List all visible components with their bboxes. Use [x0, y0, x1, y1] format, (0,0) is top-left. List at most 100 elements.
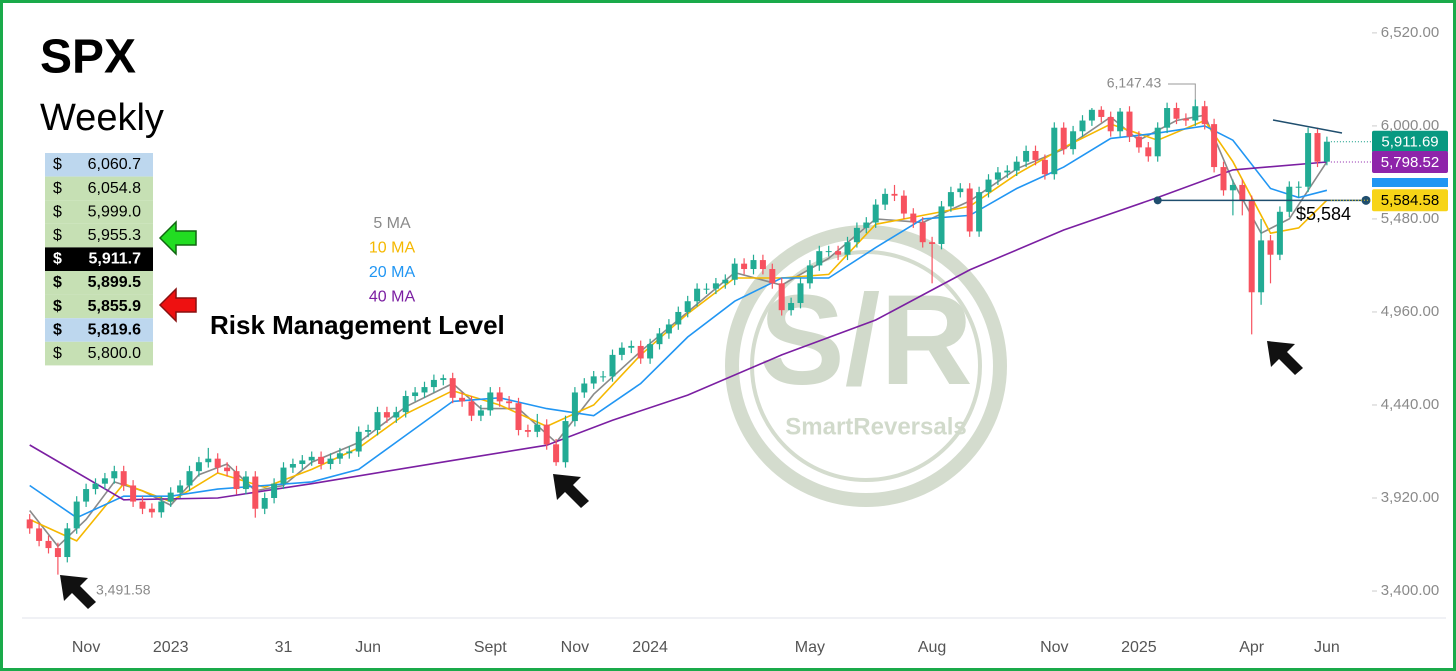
candle-body [1060, 127, 1067, 150]
candle-body [1220, 167, 1227, 191]
candle-body [910, 213, 917, 223]
candle-body [412, 392, 419, 397]
x-tick-label: Aug [918, 639, 946, 656]
candle-body [1323, 141, 1330, 162]
candle-body [976, 192, 983, 232]
candle-body [712, 283, 719, 289]
level-label: $5,584 [1296, 204, 1351, 224]
candle-body [365, 430, 372, 432]
candle-body [656, 333, 663, 345]
x-tick-label: May [795, 639, 825, 656]
candle-body [835, 251, 842, 255]
candle-body [797, 283, 804, 304]
candle-body [1117, 111, 1124, 132]
ma-line [29, 161, 1327, 501]
candle-body [402, 396, 409, 413]
candles [26, 99, 1330, 575]
candle-body [694, 288, 701, 302]
candle-body [543, 424, 550, 445]
level-currency: $ [53, 180, 62, 197]
candle-body [336, 453, 343, 459]
candle-body [261, 497, 268, 509]
x-tick-label: 2024 [632, 639, 668, 656]
candle-body [816, 251, 823, 266]
candle-body [769, 269, 776, 284]
candle-body [289, 464, 296, 468]
candle-body [1164, 108, 1171, 128]
candle-body [600, 376, 607, 378]
candle-body [205, 458, 212, 463]
candle-body [195, 462, 202, 472]
candle-body [459, 397, 466, 402]
price-tag-label: 5,584.58 [1381, 192, 1439, 209]
candle-body [1135, 136, 1142, 148]
candle-body [947, 192, 954, 207]
candle-body [271, 483, 278, 498]
x-tick-label: Jun [1314, 639, 1340, 656]
candle-body [778, 283, 785, 311]
candle-body [449, 378, 456, 398]
candle-body [496, 392, 503, 402]
y-tick-label: 5,480.00 [1381, 210, 1439, 227]
candle-body [637, 345, 644, 359]
level-row [45, 223, 153, 248]
level-row [45, 341, 153, 366]
candle-body [1088, 109, 1095, 121]
candle-body [186, 471, 193, 486]
candle-body [1239, 184, 1246, 202]
candle-body [618, 347, 625, 355]
y-tick-label: 6,520.00 [1381, 24, 1439, 41]
candle-body [487, 392, 494, 411]
x-tick-label: Apr [1239, 639, 1265, 656]
watermark-ring [750, 250, 982, 482]
price-tag [1372, 189, 1448, 212]
candle-body [957, 188, 964, 193]
candle-body [120, 471, 127, 486]
candle-body [515, 403, 522, 431]
level-value: 5,855.9 [88, 298, 141, 315]
candle-body [1079, 120, 1086, 132]
candle-body [477, 410, 484, 416]
level-currency: $ [53, 203, 62, 220]
candle-body [299, 460, 306, 465]
candle-body [731, 263, 738, 280]
price-tag [1372, 150, 1448, 173]
red-arrow [158, 287, 197, 323]
candle-body [1145, 147, 1152, 157]
level-currency: $ [53, 321, 62, 338]
watermark-brand: SmartReversals [785, 413, 966, 440]
level-currency: $ [53, 298, 62, 315]
risk-label: Risk Management Level [210, 310, 505, 340]
candle-body [1107, 116, 1114, 132]
candle-body [1182, 118, 1189, 121]
candle-body [863, 222, 870, 228]
candle-body [938, 206, 945, 244]
overlays: $5,584 6,147.43 3,491.58 5,911.69 5,798.52 5,… [96, 75, 1448, 598]
ma-line [29, 114, 1328, 548]
level-row [45, 271, 153, 295]
candle-body [92, 483, 99, 490]
x-tick-label: 2025 [1121, 639, 1157, 656]
level-value: 5,899.5 [88, 274, 141, 291]
candle-body [1013, 161, 1020, 171]
green-arrow [158, 220, 197, 256]
candle-body [647, 344, 654, 359]
candle-body [111, 471, 118, 479]
candle-body [872, 204, 879, 223]
x-tick-label: Nov [1040, 639, 1068, 656]
y-tick-label: 3,400.00 [1381, 582, 1439, 599]
candle-body [891, 193, 898, 196]
x-tick-label: Nov [72, 639, 100, 656]
candle-body [1004, 170, 1011, 173]
level-row [45, 176, 153, 201]
candle-body [750, 260, 757, 270]
pointer-arrow [60, 575, 96, 609]
candle-body [280, 467, 287, 484]
candle-body [1201, 106, 1208, 125]
price-tag-label: 5,798.52 [1381, 154, 1439, 171]
candle-body [806, 265, 813, 284]
candle-body [985, 179, 992, 193]
candle-body [741, 263, 748, 270]
candle-body [242, 476, 249, 490]
